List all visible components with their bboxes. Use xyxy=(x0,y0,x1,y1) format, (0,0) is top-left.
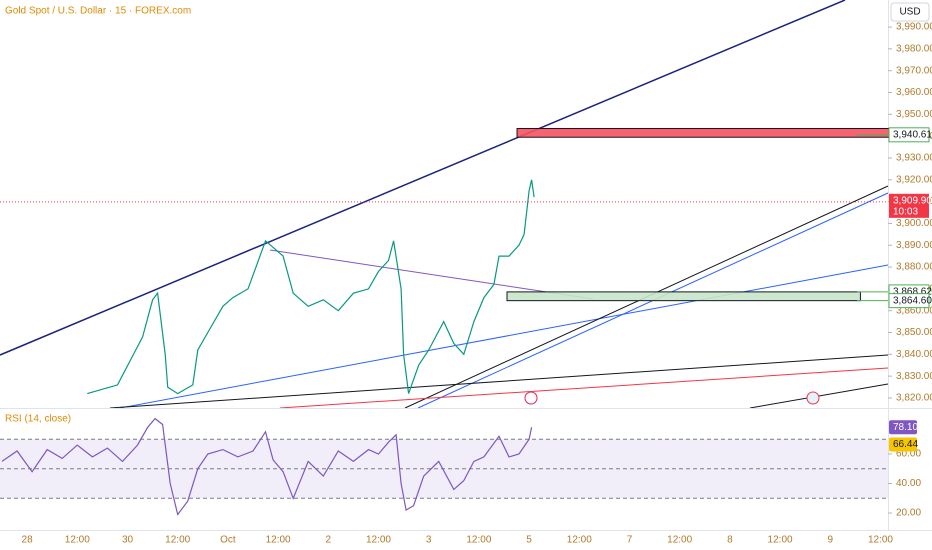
x-tick-label: 12:00 xyxy=(366,535,391,546)
x-tick-label: Oct xyxy=(220,535,236,546)
y-tick-label: 3,970.00 xyxy=(896,65,932,76)
x-tick-label: 12:00 xyxy=(165,535,190,546)
level-label: 3,864.60 xyxy=(893,295,932,306)
rsi-title: RSI (14, close) xyxy=(5,414,71,425)
event-icon[interactable] xyxy=(806,391,820,405)
last-price-box xyxy=(889,193,929,218)
currency[interactable]: USD xyxy=(899,7,920,18)
level-box xyxy=(888,293,930,309)
ma-box xyxy=(889,437,917,452)
x-tick-label: 12:00 xyxy=(868,535,893,546)
x-tick-label: 30 xyxy=(122,535,134,546)
price-line xyxy=(87,179,535,395)
trendline xyxy=(109,354,889,409)
countdown: 10:03 xyxy=(893,206,918,217)
y-tick-label: 3,900.00 xyxy=(896,218,932,229)
ma-label: 66.44 xyxy=(893,439,918,450)
trendline xyxy=(119,264,889,409)
x-tick-label: 7 xyxy=(627,535,633,546)
x-tick-label: 2 xyxy=(326,535,332,546)
y-tick-label: 3,820.00 xyxy=(896,393,932,404)
x-tick-label: 12:00 xyxy=(768,535,793,546)
y-tick-label: 3,990.00 xyxy=(896,22,932,33)
y-tick-label: 3,930.00 xyxy=(896,153,932,164)
event-icon[interactable] xyxy=(524,391,538,405)
y-tick-label: 60.00 xyxy=(896,449,921,460)
last-box xyxy=(889,420,917,435)
x-tick-label: 3 xyxy=(426,535,432,546)
y-tick-label: 3,880.00 xyxy=(896,262,932,273)
chart-title: Gold Spot / U.S. Dollar · 15 · FOREX.com xyxy=(5,6,191,17)
y-tick-label: 3,950.00 xyxy=(896,109,932,120)
level-label: 3,940.61 xyxy=(893,129,932,140)
x-tick-label: 5 xyxy=(526,535,532,546)
y-tick-label: 20.00 xyxy=(896,508,921,519)
x-tick-label: 8 xyxy=(727,535,733,546)
trendline xyxy=(279,367,889,409)
zone xyxy=(516,128,896,138)
x-tick-label: 12:00 xyxy=(266,535,291,546)
y-tick-label: 3,960.00 xyxy=(896,87,932,98)
y-tick-label: 3,890.00 xyxy=(896,240,932,251)
price-line xyxy=(1,417,533,516)
zone xyxy=(506,291,861,302)
level-box xyxy=(888,127,930,143)
trendline xyxy=(269,249,594,300)
last-price-label: 3,909.90 xyxy=(893,195,932,206)
x-tick-label: 28 xyxy=(22,535,34,546)
y-tick-label: 40.00 xyxy=(896,478,921,489)
y-tick-label: 3,850.00 xyxy=(896,327,932,338)
drawings xyxy=(0,0,889,409)
trendline xyxy=(0,0,846,356)
x-tick-label: 12:00 xyxy=(667,535,692,546)
y-tick-label: 3,980.00 xyxy=(896,44,932,55)
level-label: 3,868.62 xyxy=(893,287,932,298)
x-tick-label: 12:00 xyxy=(567,535,592,546)
x-tick-label: 9 xyxy=(827,535,833,546)
x-tick-label: 12:00 xyxy=(65,535,90,546)
y-tick-label: 3,920.00 xyxy=(896,174,932,185)
currency-button[interactable] xyxy=(890,2,930,22)
y-tick-label: 3,860.00 xyxy=(896,305,932,316)
y-tick-label: 3,830.00 xyxy=(896,371,932,382)
y-tick-label: 3,840.00 xyxy=(896,349,932,360)
x-tick-label: 12:00 xyxy=(466,535,491,546)
last-label: 78.10 xyxy=(893,422,918,433)
